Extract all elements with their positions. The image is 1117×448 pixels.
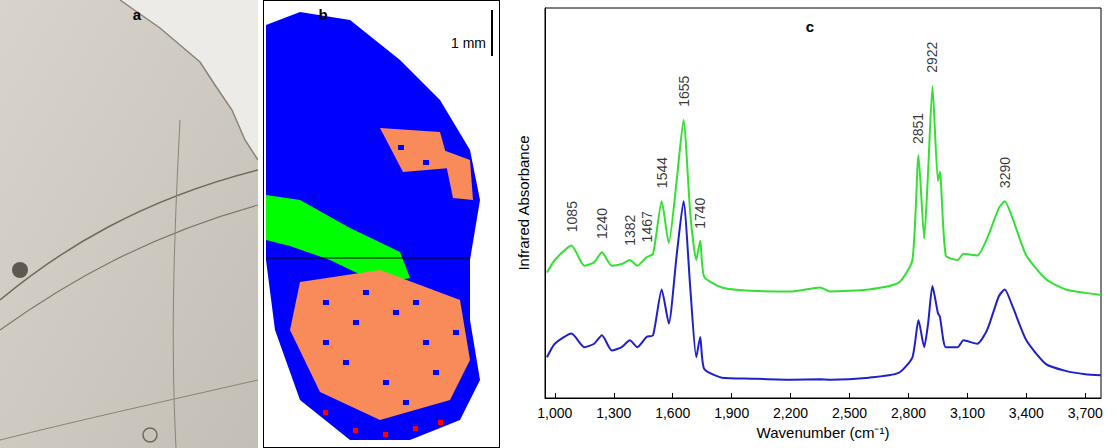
svg-text:1467: 1467 — [639, 211, 655, 242]
svg-text:1655: 1655 — [676, 75, 692, 106]
svg-text:1 mm: 1 mm — [451, 35, 486, 51]
svg-text:Wavenumber (cm⁻¹): Wavenumber (cm⁻¹) — [757, 424, 890, 441]
svg-text:3,400: 3,400 — [1009, 405, 1044, 421]
svg-text:1,600: 1,600 — [655, 405, 690, 421]
svg-text:2,200: 2,200 — [773, 405, 808, 421]
svg-text:3290: 3290 — [997, 157, 1013, 188]
svg-text:1240: 1240 — [594, 208, 610, 239]
svg-text:3,700: 3,700 — [1068, 405, 1103, 421]
svg-text:1740: 1740 — [692, 197, 708, 228]
svg-text:1,900: 1,900 — [714, 405, 749, 421]
svg-text:1,000: 1,000 — [537, 405, 572, 421]
svg-text:c: c — [806, 18, 814, 35]
svg-text:2922: 2922 — [924, 41, 940, 72]
svg-text:2,800: 2,800 — [891, 405, 926, 421]
svg-text:2,500: 2,500 — [832, 405, 867, 421]
svg-text:b: b — [318, 6, 327, 23]
svg-text:a: a — [133, 6, 142, 23]
svg-text:1544: 1544 — [654, 157, 670, 188]
svg-text:Infrared Absorbance: Infrared Absorbance — [515, 135, 532, 270]
svg-text:2851: 2851 — [910, 113, 926, 144]
svg-text:3,100: 3,100 — [950, 405, 985, 421]
svg-text:1085: 1085 — [564, 201, 580, 232]
svg-text:1382: 1382 — [622, 214, 638, 245]
svg-text:1,300: 1,300 — [596, 405, 631, 421]
